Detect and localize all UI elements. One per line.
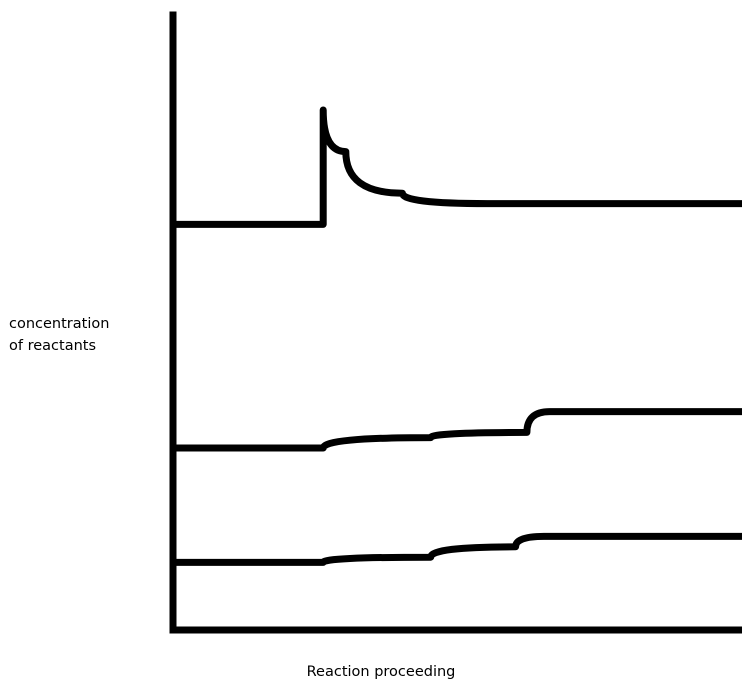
- series-line-3: [176, 532, 742, 566]
- series-layer: [176, 106, 742, 566]
- y-axis-label-line-1: concentration: [9, 316, 110, 332]
- series-line-1: [176, 106, 742, 228]
- series-line-2: [176, 408, 742, 452]
- x-axis-label: Reaction proceeding: [306, 664, 456, 680]
- y-axis-label-line-2: of reactants: [9, 338, 97, 354]
- y-axis-label: concentration of reactants: [9, 313, 109, 357]
